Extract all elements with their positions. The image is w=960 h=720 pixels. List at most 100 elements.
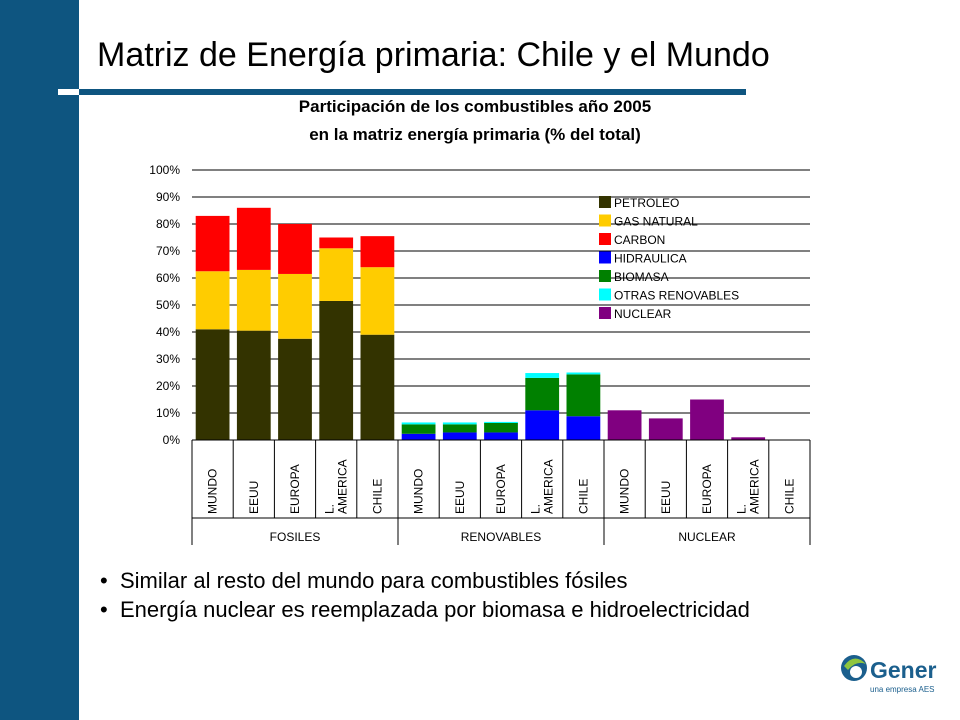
category-label: MUNDO [618,469,632,514]
bar-segment [442,422,477,425]
category-label: EUROPA [494,464,508,514]
category-label: EEUU [453,481,467,514]
legend-swatch [599,270,611,282]
category-label: MUNDO [206,469,220,514]
bar-segment [566,372,601,375]
bar-segment [607,410,642,440]
category-label: EEUU [247,481,261,514]
bar-segment [278,338,312,440]
bar-segment [236,207,271,270]
svg-text:Gener: Gener [870,657,937,683]
bar-segment [690,399,724,440]
bar-segment [731,437,766,440]
bar-segment [278,224,312,274]
legend-label: NUCLEAR [614,307,672,321]
y-tick-label: 90% [156,190,180,204]
legend-label: HIDRAULICA [614,252,687,266]
category-label-line: MUNDO [412,469,426,514]
bar-segment [484,422,518,433]
bar-segment [525,377,560,411]
legend-label: PETROLEO [614,196,679,210]
legend-swatch [599,196,611,208]
bar-segment [236,269,271,331]
legend-swatch [599,233,611,245]
category-label-line: AMERICA [542,459,556,514]
y-tick-label: 50% [156,298,180,312]
bar-segment [401,424,436,434]
bar-segment [360,334,395,440]
bullet-item: • Energía nuclear es reemplazada por biom… [100,597,750,622]
bar-segment [319,300,354,440]
bar-segment [195,215,230,272]
y-tick-label: 30% [156,352,180,366]
bar-segment [442,424,477,433]
bar-segment [401,422,436,425]
bar-segment [278,273,312,339]
category-label-line: AMERICA [748,459,762,514]
bar-segment [525,410,560,440]
bar-segment [484,432,518,440]
category-label-line: L. [529,504,543,514]
category-label-line: EEUU [247,481,261,514]
bar-segment [319,237,354,249]
category-label: EEUU [659,481,673,514]
axes: 0% 10% 20% 30% 40% 50% 60% 70% 80% 90% 100% MUNDO EE… [149,163,811,545]
category-label-line: EUROPA [494,464,508,514]
category-label: CHILE [782,479,796,514]
category-label: CHILE [370,479,384,514]
category-label-line: L. [323,504,337,514]
category-label-line: CHILE [782,479,796,514]
category-label: EUROPA [288,464,302,514]
y-tick-label: 70% [156,244,180,258]
svg-text:una empresa AES: una empresa AES [870,685,934,694]
category-label: EUROPA [700,464,714,514]
bar-segment [442,432,477,440]
y-tick-label: 0% [163,433,181,447]
bar-segment [566,374,601,417]
category-label: L. AMERICA [529,459,556,514]
legend-swatch [599,214,611,227]
title-underline [79,89,746,95]
gener-logo: Gener una empresa AES [832,648,942,704]
group-label: RENOVABLES [461,530,541,544]
category-label-line: EUROPA [288,464,302,514]
bar-segment [236,330,271,440]
y-tick-label: 80% [156,217,180,231]
category-label: MUNDO [412,469,426,514]
category-label: L. AMERICA [735,459,762,514]
legend-label: BIOMASA [614,270,669,284]
title-underline-gap [58,89,79,95]
legend-swatch [599,288,611,301]
y-tick-label: 20% [156,379,180,393]
page-title: Matriz de Energía primaria: Chile y el M… [97,36,770,74]
bar-segment [195,271,230,330]
category-label-line: EUROPA [700,464,714,514]
bullet-list: • Similar al resto del mundo para combust… [100,566,750,624]
y-tick-label: 100% [149,163,180,177]
bar-segment [360,236,395,268]
legend-label: CARBON [614,233,665,247]
y-tick-label: 40% [156,325,180,339]
category-label: L. AMERICA [323,459,350,514]
legend-swatch [599,307,611,319]
legend-swatch [599,251,611,264]
category-label-line: AMERICA [336,459,350,514]
bar-segment [525,373,560,378]
bar-segment [319,248,354,301]
bars [195,207,766,440]
category-label-line: L. [735,504,749,514]
category-label-line: EEUU [659,481,673,514]
bar-segment [401,433,436,440]
bullet-item: • Similar al resto del mundo para combust… [100,568,628,593]
y-tick-label: 60% [156,271,180,285]
stacked-bar-chart: Participación de los combustibles año 20… [149,97,811,545]
legend-label: GAS NATURAL [614,215,698,229]
category-label-line: EEUU [453,481,467,514]
chart-title-line-1: Participación de los combustibles año 20… [299,97,651,116]
category-label: CHILE [576,479,590,514]
left-accent-bar [0,0,79,720]
group-label: NUCLEAR [678,530,736,544]
legend: PETROLEO GAS NATURAL CARBON HIDRAULICA BIOMA… [599,196,739,321]
y-tick-label: 10% [156,406,180,420]
category-label-line: CHILE [576,479,590,514]
